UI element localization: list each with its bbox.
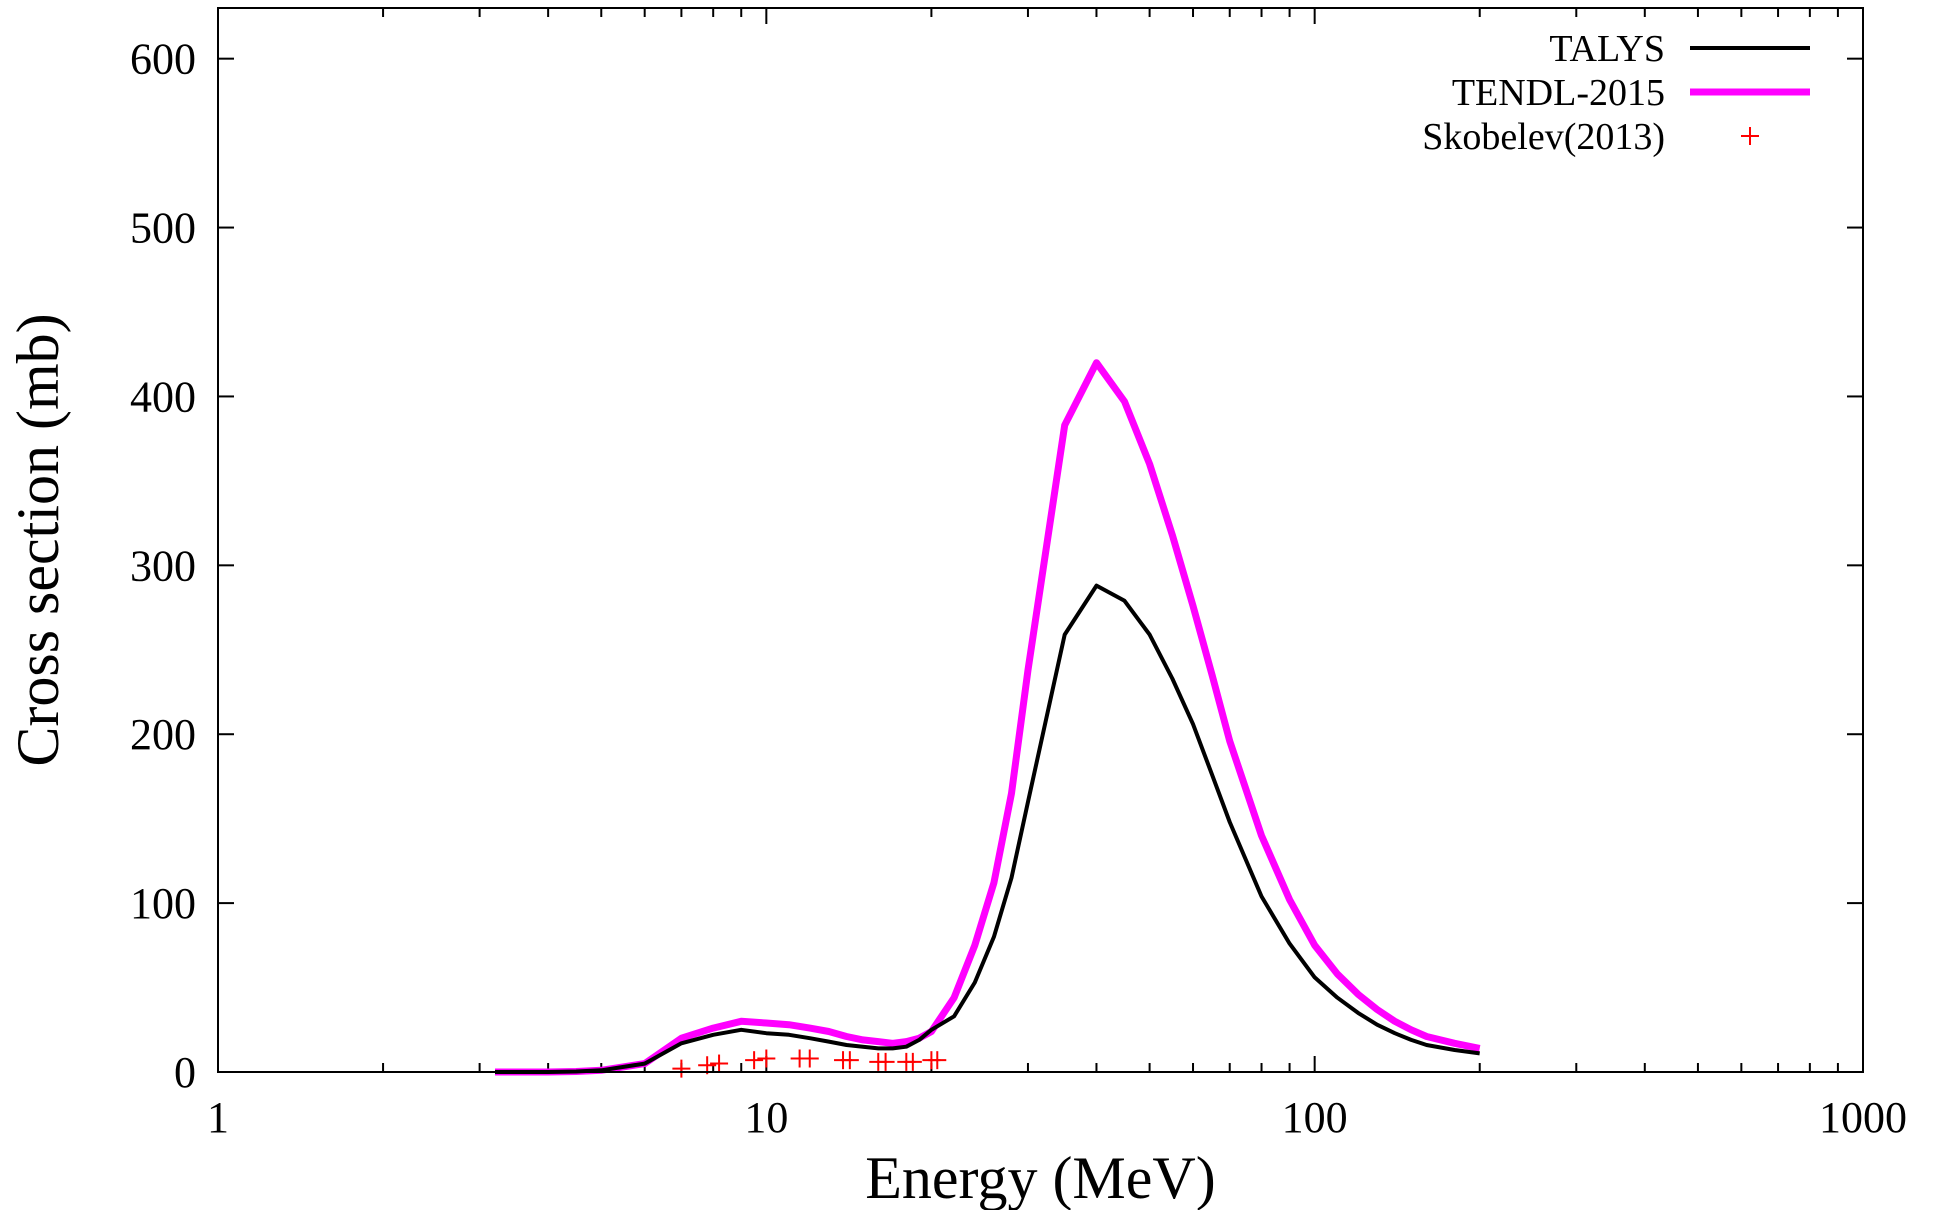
data-point-skobelev-2013 (876, 1052, 895, 1071)
y-tick-label: 500 (130, 204, 196, 253)
legend-label-tendl-2015: TENDL-2015 (1452, 72, 1665, 114)
data-point-skobelev-2013 (745, 1051, 764, 1070)
series-line-tendl-2015 (495, 359, 1481, 1076)
legend-label-skobelev-2013: Skobelev(2013) (1422, 116, 1665, 158)
y-tick-label: 600 (130, 35, 196, 84)
data-point-skobelev-2013 (757, 1049, 776, 1068)
data-point-skobelev-2013 (710, 1054, 729, 1073)
y-axis-label: Cross section (mb) (5, 313, 71, 766)
series-line-talys (495, 583, 1480, 1074)
data-point-skobelev-2013 (903, 1052, 922, 1071)
y-tick-label: 400 (130, 372, 196, 421)
x-tick-label: 1000 (1819, 1093, 1907, 1142)
y-tick-label: 0 (174, 1048, 196, 1097)
series-layer (495, 359, 1481, 1078)
plot-frame (217, 7, 1864, 1073)
plot-axes: 0 100 200 300 400 500 600 1 10 100 1000 (130, 8, 1907, 1142)
data-point-skobelev-2013 (672, 1059, 691, 1078)
data-point-skobelev-2013 (928, 1051, 947, 1070)
x-tick-label: 100 (1282, 1093, 1348, 1142)
data-point-skobelev-2013 (840, 1051, 859, 1070)
data-point-skobelev-2013 (800, 1049, 819, 1068)
legend-label-talys: TALYS (1549, 28, 1665, 70)
y-tick-label: 100 (130, 879, 196, 928)
y-tick-label: 200 (130, 710, 196, 759)
x-tick-label: 1 (207, 1093, 229, 1142)
x-tick-label: 10 (744, 1093, 788, 1142)
x-axis-label: Energy (MeV) (865, 1145, 1215, 1210)
y-tick-label: 300 (130, 541, 196, 590)
